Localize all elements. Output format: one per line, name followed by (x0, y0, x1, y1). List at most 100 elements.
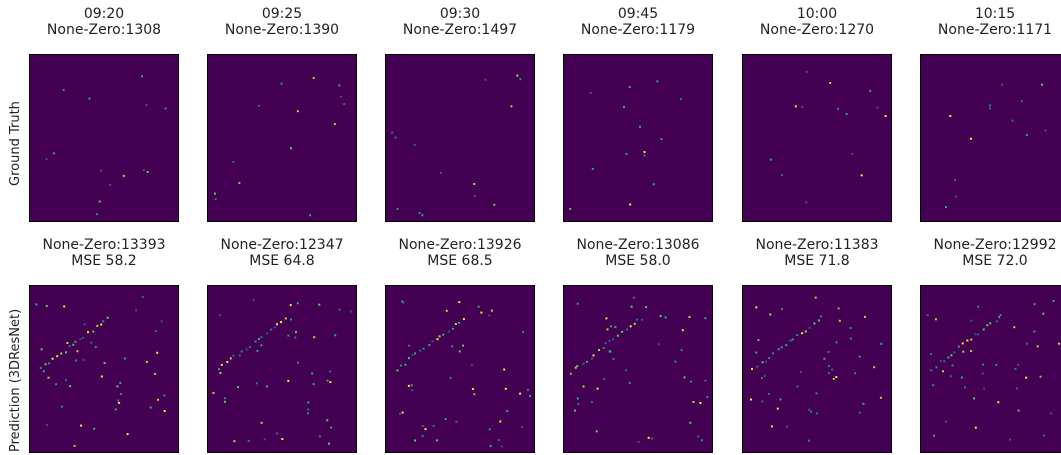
panel-pred-nonzero: None-Zero:12347 (220, 237, 344, 253)
heatmap-cell (458, 350, 461, 353)
heatmap-cell (318, 303, 321, 306)
heatmap-cell (396, 369, 399, 372)
heatmap-cell (845, 113, 848, 116)
panel-gt-nonzero: None-Zero:1179 (580, 22, 696, 38)
heatmap-cell (440, 172, 442, 174)
heatmap-cell (444, 418, 447, 420)
heatmap-pixels (391, 74, 522, 217)
heatmap-cell (982, 328, 985, 331)
panel-pred-mse: MSE 68.5 (427, 253, 493, 269)
heatmap-cell (879, 396, 882, 399)
heatmap-cell (56, 355, 59, 358)
heatmap-cell (100, 375, 103, 378)
heatmap-cell (504, 387, 507, 390)
heatmap-cell (768, 393, 770, 395)
heatmap-cell (970, 338, 973, 341)
heatmap-cell (989, 322, 992, 325)
heatmap-cell (66, 342, 69, 344)
heatmap-cell (569, 372, 572, 375)
heatmap-cell (296, 302, 299, 305)
heatmap-cell (394, 136, 397, 139)
heatmap-cell (223, 397, 226, 400)
heatmap-cell (503, 368, 506, 371)
heatmap-cell (413, 144, 416, 146)
heatmap-cell (146, 170, 149, 173)
heatmap-cell (122, 174, 125, 177)
heatmap-panel-prediction (563, 285, 713, 453)
heatmap-cell (930, 369, 933, 372)
heatmap-cell (473, 393, 476, 396)
heatmap-cell (1044, 129, 1047, 132)
heatmap-cell (706, 396, 709, 398)
heatmap-cell (473, 195, 476, 197)
heatmap-cell (801, 105, 804, 108)
heatmap-cell (995, 320, 998, 323)
heatmap-cell (497, 439, 500, 442)
heatmap-cell (257, 104, 260, 107)
heatmap-cell (220, 363, 223, 366)
heatmap-cell (626, 328, 628, 331)
heatmap-cell (157, 398, 159, 401)
heatmap-cell (289, 304, 292, 307)
heatmap-cell (114, 408, 117, 411)
heatmap-cell (448, 330, 451, 333)
heatmap-cell (1036, 345, 1039, 348)
heatmap-cell (145, 360, 148, 363)
heatmap-cell (60, 405, 63, 408)
panel-pred-mse: MSE 58.2 (71, 253, 137, 269)
panel-time: 10:00 (796, 6, 838, 22)
heatmap-panel-ground-truth (742, 54, 892, 222)
heatmap-cell (106, 316, 109, 319)
heatmap-cell (42, 370, 45, 373)
heatmap-cell (287, 379, 290, 382)
heatmap-cell (701, 439, 703, 442)
heatmap-cell (82, 358, 85, 361)
heatmap-cell (858, 411, 861, 414)
heatmap-cell (40, 348, 43, 351)
heatmap-cell (664, 316, 667, 319)
heatmap-cell (455, 420, 458, 423)
heatmap-cell (119, 381, 122, 384)
heatmap-cell (309, 214, 312, 217)
heatmap-cell (586, 360, 588, 363)
heatmap-pixels (35, 296, 166, 447)
heatmap-cell (401, 300, 404, 303)
heatmap-cell (142, 169, 145, 172)
heatmap-cell (233, 440, 236, 443)
heatmap-cell (407, 357, 410, 360)
heatmap-cell (326, 379, 329, 382)
heatmap-cell (796, 334, 799, 336)
heatmap-cell (117, 399, 120, 402)
heatmap-cell (266, 385, 268, 388)
heatmap-panel-ground-truth (207, 54, 357, 222)
panel-title-gt: 10:00 None-Zero:1270 (737, 6, 897, 38)
heatmap-cell (977, 333, 980, 336)
heatmap-cell (953, 351, 956, 354)
heatmap-cell (519, 78, 522, 81)
heatmap-cell (65, 351, 67, 354)
heatmap-cell (612, 357, 615, 360)
heatmap-cell (981, 372, 984, 375)
heatmap-cell (1001, 83, 1004, 86)
heatmap-cell (884, 115, 887, 118)
heatmap-cell (603, 378, 606, 380)
heatmap-cell (164, 107, 167, 110)
heatmap-cell (813, 322, 816, 325)
heatmap-cell (118, 401, 121, 404)
heatmap-cell (47, 376, 50, 379)
panel-pred-nonzero: None-Zero:11383 (755, 237, 879, 253)
heatmap-cell (274, 326, 277, 329)
heatmap-cell (692, 401, 695, 403)
heatmap-cell (489, 445, 492, 448)
heatmap-cell (820, 315, 823, 318)
panel-gt-nonzero: None-Zero:1308 (46, 22, 162, 38)
heatmap-cell (391, 131, 394, 134)
heatmap-cell (647, 436, 650, 439)
heatmap-cell (1026, 342, 1028, 345)
heatmap-pixels (926, 300, 1060, 441)
heatmap-cell (969, 137, 972, 140)
panel-title-pred: None-Zero:13086 MSE 58.0 (558, 237, 718, 269)
heatmap-cell (75, 359, 78, 362)
heatmap-cell (98, 200, 101, 203)
heatmap-cell (628, 86, 631, 88)
